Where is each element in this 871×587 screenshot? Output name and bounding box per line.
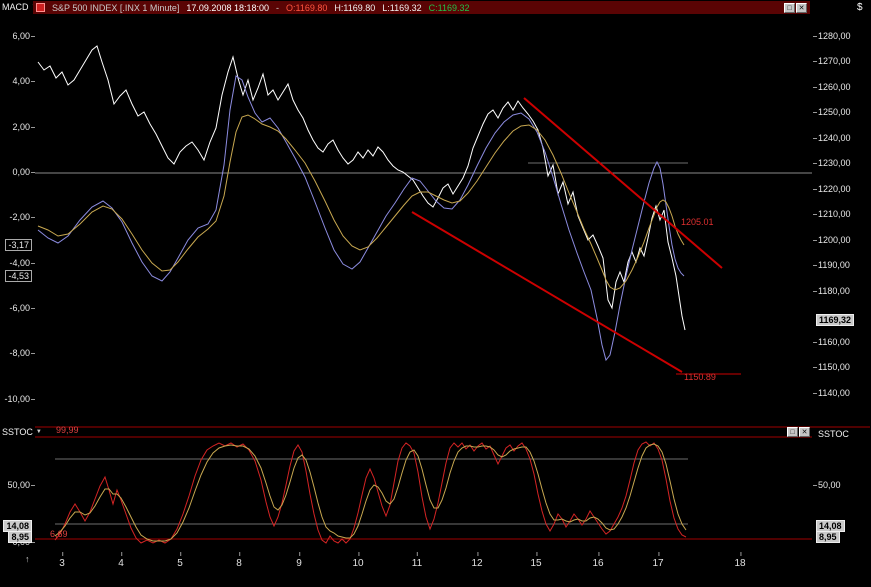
macd-axis-label: 0,00 (12, 167, 35, 177)
price-axis-label: 1140,00 (813, 388, 850, 398)
price-axis-label: 1160,00 (813, 337, 850, 347)
time-axis-label: 17 (652, 552, 664, 569)
indicator-selector-sstoc[interactable]: SSTOC ▼ (2, 427, 42, 437)
sstoc-upper-level-label: 99,99 (56, 425, 79, 435)
quote-datetime: 17.09.2008 18:18:00 (186, 2, 269, 13)
maximize-icon[interactable]: □ (784, 2, 795, 13)
quote-open: O:1169.80 (285, 2, 328, 13)
macd-axis-label: -6,00 (9, 303, 35, 313)
price-axis-label: 1270,00 (813, 56, 851, 66)
symbol-title: S&P 500 INDEX [.INX 1 Minute] (52, 2, 180, 13)
macd-axis-label: -8,00 (9, 348, 35, 358)
quote-low: L:1169.32 (382, 2, 422, 13)
indicator-selector-label: SSTOC (2, 427, 33, 437)
price-axis-label: 1180,00 (813, 286, 850, 296)
sstoc-current-value: 8,95 (8, 531, 32, 543)
trend-lower-value-label: 1150.89 (684, 372, 716, 382)
sstoc-lower-level-label: 6,69 (50, 529, 68, 539)
chart-window-icon (36, 3, 45, 12)
price-axis-label: 1150,00 (813, 362, 850, 372)
close-icon[interactable]: ✕ (799, 427, 810, 437)
titlebar-separator: - (275, 2, 279, 13)
price-axis-label: 1220,00 (813, 184, 851, 194)
time-axis-label: 11 (411, 552, 423, 569)
price-axis-label: 1260,00 (813, 82, 851, 92)
macd-axis-label: -4,00 (9, 258, 35, 268)
close-icon[interactable]: ✕ (796, 2, 807, 13)
chevron-down-icon: ▼ (35, 429, 42, 435)
quote-high: H:1169.80 (334, 2, 376, 13)
scroll-up-icon[interactable]: ↑ (25, 554, 30, 564)
macd-current-value: -4,53 (5, 270, 32, 282)
window-buttons: □ ✕ (784, 2, 807, 13)
macd-signal-line (37, 114, 685, 291)
maximize-icon[interactable]: □ (787, 427, 798, 437)
price-current-value: 1169,32 (816, 314, 855, 326)
macd-axis-label: 6,00 (12, 31, 35, 41)
time-axis-label: 3 (59, 552, 65, 569)
macd-axis-label: 2,00 (12, 122, 35, 132)
macd-current-value: -3,17 (5, 239, 32, 251)
macd-line (37, 75, 685, 362)
price-axis-label: 1210,00 (813, 209, 851, 219)
time-axis-label: 18 (734, 552, 746, 569)
time-axis-label: 9 (296, 552, 302, 569)
time-axis-label: 4 (118, 552, 124, 569)
sstoc-window-buttons: □ ✕ (787, 427, 810, 437)
macd-axis-label: -2,00 (9, 212, 35, 222)
time-axis-label: 10 (352, 552, 364, 569)
indicator-selector-label: MACD (2, 2, 29, 12)
price-axis-label: 1230,00 (813, 158, 851, 168)
macd-axis-label: -10,00 (4, 394, 35, 404)
quote-close: C:1169.32 (428, 2, 470, 13)
sstoc-axis-label: 50,00 (7, 480, 35, 490)
price-axis-unit: $ (857, 2, 863, 13)
time-axis-label: 16 (592, 552, 604, 569)
sstoc-fast-line (54, 441, 687, 544)
price-line (37, 45, 686, 331)
chart-titlebar[interactable]: S&P 500 INDEX [.INX 1 Minute] 17.09.2008… (33, 1, 810, 14)
price-axis-label: 1280,00 (813, 31, 851, 41)
time-axis-label: 12 (471, 552, 483, 569)
sstoc-current-value: 8,95 (816, 531, 840, 543)
price-axis-label: 1190,00 (813, 260, 850, 270)
trend-channel-lower (411, 211, 683, 373)
price-axis-label: 1200,00 (813, 235, 851, 245)
time-axis-label: 15 (530, 552, 542, 569)
trend-upper-value-label: 1205.01 (681, 217, 714, 227)
time-axis-label: 8 (236, 552, 242, 569)
price-axis-label: 1250,00 (813, 107, 851, 117)
sstoc-slow-line (54, 443, 687, 542)
sstoc-axis-label: 50,00 (813, 480, 841, 490)
sstoc-panel-title: SSTOC (818, 429, 849, 439)
price-axis-label: 1240,00 (813, 133, 851, 143)
time-axis-label: 5 (177, 552, 183, 569)
macd-axis-label: 4,00 (12, 76, 35, 86)
trend-channel-upper (523, 97, 723, 269)
